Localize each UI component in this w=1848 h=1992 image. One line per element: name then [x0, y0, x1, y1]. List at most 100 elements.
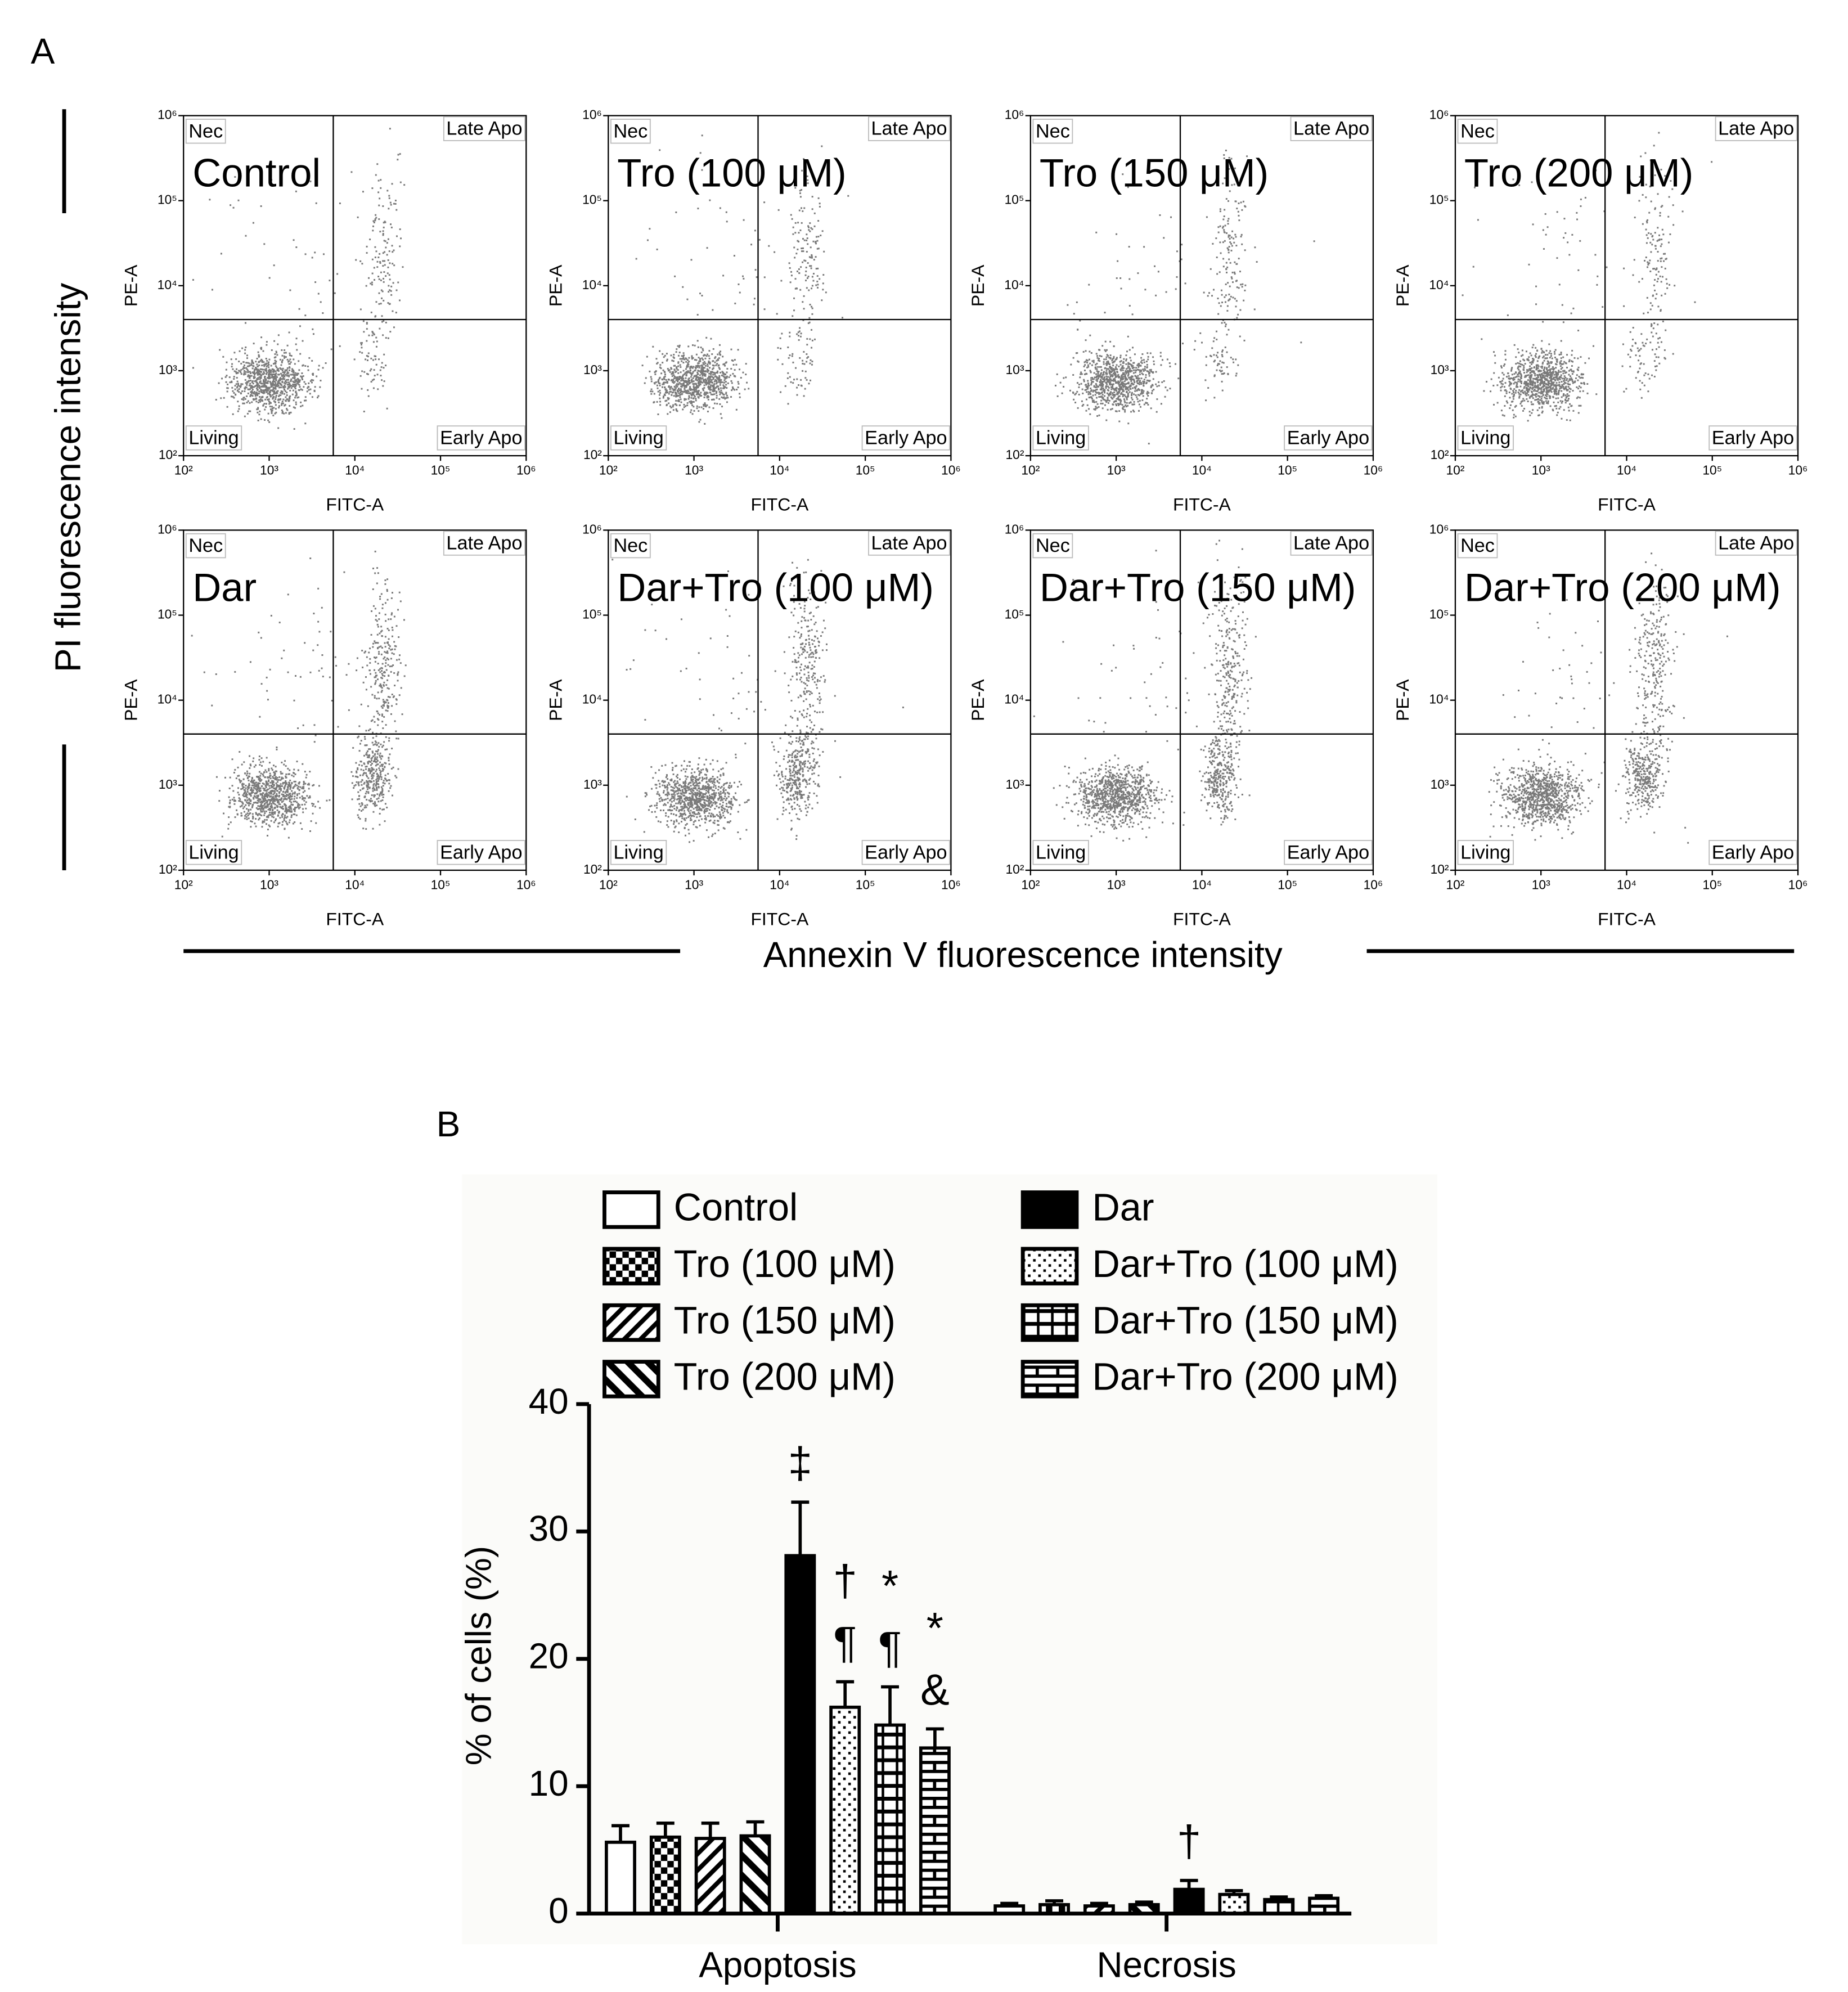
dot-plot: 10²10²10³10³10⁴10⁴10⁵10⁵10⁶10⁶FITC-APE-A…: [120, 521, 536, 929]
event-dot: [1155, 411, 1158, 413]
event-dot: [806, 277, 808, 279]
event-dot: [1541, 386, 1544, 388]
event-dot: [701, 134, 703, 137]
event-dot: [1143, 390, 1145, 392]
event-dot: [384, 221, 386, 223]
event-dot: [802, 359, 804, 362]
event-dot: [272, 380, 275, 383]
event-dot: [1095, 368, 1097, 370]
event-dot: [257, 786, 258, 788]
event-dot: [710, 393, 712, 395]
event-dot: [698, 381, 700, 383]
event-dot: [245, 235, 247, 237]
event-dot: [281, 401, 284, 403]
event-dot: [263, 383, 265, 385]
event-dot: [392, 310, 394, 312]
event-dot: [1647, 312, 1649, 314]
event-dot: [798, 335, 799, 337]
event-dot: [1243, 339, 1246, 341]
event-dot: [226, 375, 228, 377]
event-dot: [268, 277, 271, 279]
quadrant-label: Nec: [188, 120, 223, 142]
event-dot: [695, 365, 698, 367]
event-dot: [1081, 388, 1083, 390]
event-dot: [1649, 241, 1652, 244]
event-dot: [780, 348, 782, 349]
event-dot: [254, 788, 257, 790]
event-dot: [675, 351, 677, 353]
event-dot: [1231, 184, 1233, 186]
event-dot: [1098, 393, 1100, 395]
event-dot: [371, 187, 374, 190]
event-dot: [1116, 390, 1118, 392]
event-dot: [680, 383, 682, 385]
event-dot: [1077, 361, 1080, 363]
event-dot: [1234, 167, 1236, 169]
event-dot: [262, 373, 264, 375]
event-dot: [270, 365, 272, 367]
event-dot: [269, 374, 272, 376]
event-dot: [1119, 277, 1122, 279]
event-dot: [1096, 380, 1098, 382]
event-dot: [677, 394, 680, 397]
event-dot: [718, 379, 720, 381]
event-dot: [676, 368, 678, 370]
event-dot: [392, 263, 394, 265]
event-dot: [379, 261, 381, 263]
event-dot: [676, 385, 678, 388]
event-dot: [259, 373, 261, 375]
event-dot: [1538, 356, 1540, 358]
event-dot: [1657, 260, 1659, 262]
event-dot: [1567, 380, 1570, 383]
panel-label: A: [31, 31, 55, 71]
event-dot: [1138, 365, 1140, 367]
event-dot: [366, 328, 368, 330]
event-dot: [268, 398, 270, 401]
event-dot: [1239, 309, 1242, 311]
event-dot: [703, 404, 705, 407]
quadrant-label: Early Apo: [440, 427, 522, 448]
event-dot: [261, 365, 263, 367]
y-tick-label: 10⁵: [1429, 192, 1449, 207]
event-dot: [1110, 388, 1113, 390]
event-dot: [1568, 378, 1571, 380]
event-dot: [1656, 365, 1658, 367]
event-dot: [1567, 241, 1569, 244]
event-dot: [1100, 355, 1103, 357]
dot-plot: 10²10²10³10³10⁴10⁴10⁵10⁵10⁶10⁶FITC-APE-A…: [546, 107, 961, 515]
event-dot: [308, 389, 310, 391]
event-dot: [707, 392, 709, 394]
event-dot: [1516, 384, 1518, 386]
event-dot: [1535, 386, 1537, 389]
event-dot: [1654, 174, 1656, 177]
event-dot: [284, 404, 286, 407]
event-dot: [1141, 393, 1143, 395]
event-dot: [1660, 310, 1662, 312]
event-dot: [685, 398, 687, 401]
event-dot: [1104, 312, 1106, 314]
event-dot: [284, 816, 286, 819]
event-dot: [684, 388, 686, 390]
event-dot: [1529, 362, 1531, 364]
event-dot: [209, 199, 211, 201]
event-dot: [276, 804, 278, 807]
event-dot: [1227, 329, 1230, 331]
event-dot: [698, 393, 700, 395]
event-dot: [309, 830, 311, 832]
event-dot: [716, 371, 718, 374]
event-dot: [1543, 401, 1545, 403]
event-dot: [1537, 401, 1540, 403]
event-dot: [1233, 241, 1235, 244]
event-dot: [1660, 179, 1662, 182]
event-dot: [1096, 392, 1098, 394]
event-dot: [1074, 393, 1076, 395]
event-dot: [670, 354, 672, 357]
event-dot: [1523, 408, 1526, 410]
event-dot: [1509, 382, 1512, 384]
event-dot: [1638, 349, 1640, 351]
event-dot: [236, 385, 239, 388]
quadrant-label-box: [1032, 119, 1073, 144]
event-dot: [1156, 398, 1158, 401]
event-dot: [276, 384, 278, 386]
event-dot: [231, 381, 233, 383]
